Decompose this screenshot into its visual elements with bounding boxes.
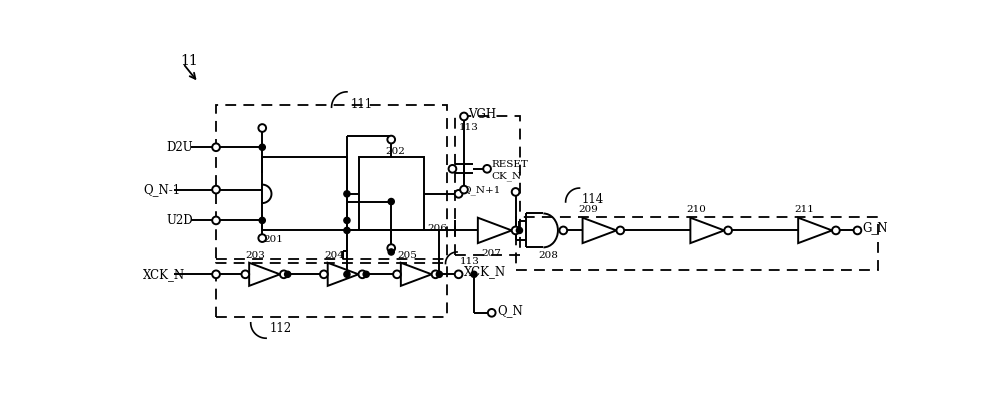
- Circle shape: [212, 270, 220, 278]
- Bar: [216, 263, 447, 317]
- Circle shape: [358, 270, 366, 278]
- Circle shape: [259, 144, 265, 151]
- Text: 211: 211: [794, 205, 814, 214]
- Circle shape: [471, 271, 477, 277]
- Text: 113: 113: [460, 257, 480, 266]
- Text: CK_N: CK_N: [492, 171, 522, 181]
- Circle shape: [512, 227, 519, 234]
- Circle shape: [280, 270, 288, 278]
- Circle shape: [241, 270, 249, 278]
- Circle shape: [344, 217, 350, 224]
- Circle shape: [344, 191, 350, 197]
- Text: 210: 210: [687, 205, 706, 214]
- Circle shape: [460, 186, 468, 193]
- Text: Q_N-1: Q_N-1: [143, 183, 180, 196]
- Text: 207: 207: [481, 249, 501, 258]
- Text: 203: 203: [245, 251, 265, 259]
- Text: 209: 209: [579, 205, 599, 214]
- Bar: [216, 105, 447, 259]
- Text: 201: 201: [264, 235, 284, 244]
- Text: Q_N: Q_N: [497, 304, 523, 317]
- Text: 206: 206: [428, 224, 448, 233]
- Circle shape: [449, 165, 456, 173]
- Circle shape: [285, 271, 291, 277]
- Circle shape: [388, 198, 394, 205]
- Text: 208: 208: [538, 251, 558, 259]
- Circle shape: [212, 217, 220, 224]
- Text: 205: 205: [397, 251, 417, 259]
- Text: 111: 111: [351, 98, 373, 111]
- Circle shape: [363, 271, 369, 277]
- Text: 113: 113: [459, 123, 478, 132]
- Bar: [455, 116, 520, 255]
- Circle shape: [212, 143, 220, 151]
- Text: 112: 112: [270, 322, 292, 335]
- Circle shape: [724, 227, 732, 234]
- Circle shape: [460, 113, 468, 120]
- Circle shape: [483, 165, 491, 173]
- Circle shape: [832, 227, 840, 234]
- Text: XCK_N: XCK_N: [464, 266, 506, 279]
- Text: U2D: U2D: [166, 214, 193, 227]
- Circle shape: [387, 244, 395, 252]
- Bar: [358, 157, 424, 230]
- Circle shape: [259, 217, 265, 224]
- Text: 204: 204: [324, 251, 344, 259]
- Text: G_N: G_N: [863, 222, 888, 235]
- Circle shape: [854, 227, 861, 234]
- Circle shape: [455, 270, 462, 278]
- Bar: [516, 217, 878, 270]
- Text: VGH: VGH: [468, 108, 496, 121]
- Circle shape: [455, 190, 462, 198]
- Circle shape: [436, 271, 442, 277]
- Circle shape: [393, 270, 401, 278]
- Circle shape: [512, 188, 519, 196]
- Circle shape: [388, 249, 394, 255]
- Circle shape: [488, 309, 496, 317]
- Circle shape: [258, 124, 266, 132]
- Circle shape: [344, 227, 350, 233]
- Text: XCK_N: XCK_N: [143, 268, 185, 281]
- Text: D2U: D2U: [166, 141, 193, 154]
- Text: 202: 202: [385, 147, 405, 156]
- Circle shape: [320, 270, 328, 278]
- Circle shape: [344, 271, 350, 277]
- Circle shape: [516, 227, 523, 233]
- Circle shape: [432, 270, 439, 278]
- Text: 11: 11: [180, 54, 198, 68]
- Circle shape: [616, 227, 624, 234]
- Text: Q_N+1: Q_N+1: [462, 185, 501, 195]
- Circle shape: [559, 227, 567, 234]
- Circle shape: [212, 186, 220, 193]
- Circle shape: [258, 234, 266, 242]
- Circle shape: [387, 136, 395, 143]
- Text: 114: 114: [582, 193, 604, 206]
- Text: RESET: RESET: [492, 160, 529, 169]
- Bar: [262, 157, 347, 230]
